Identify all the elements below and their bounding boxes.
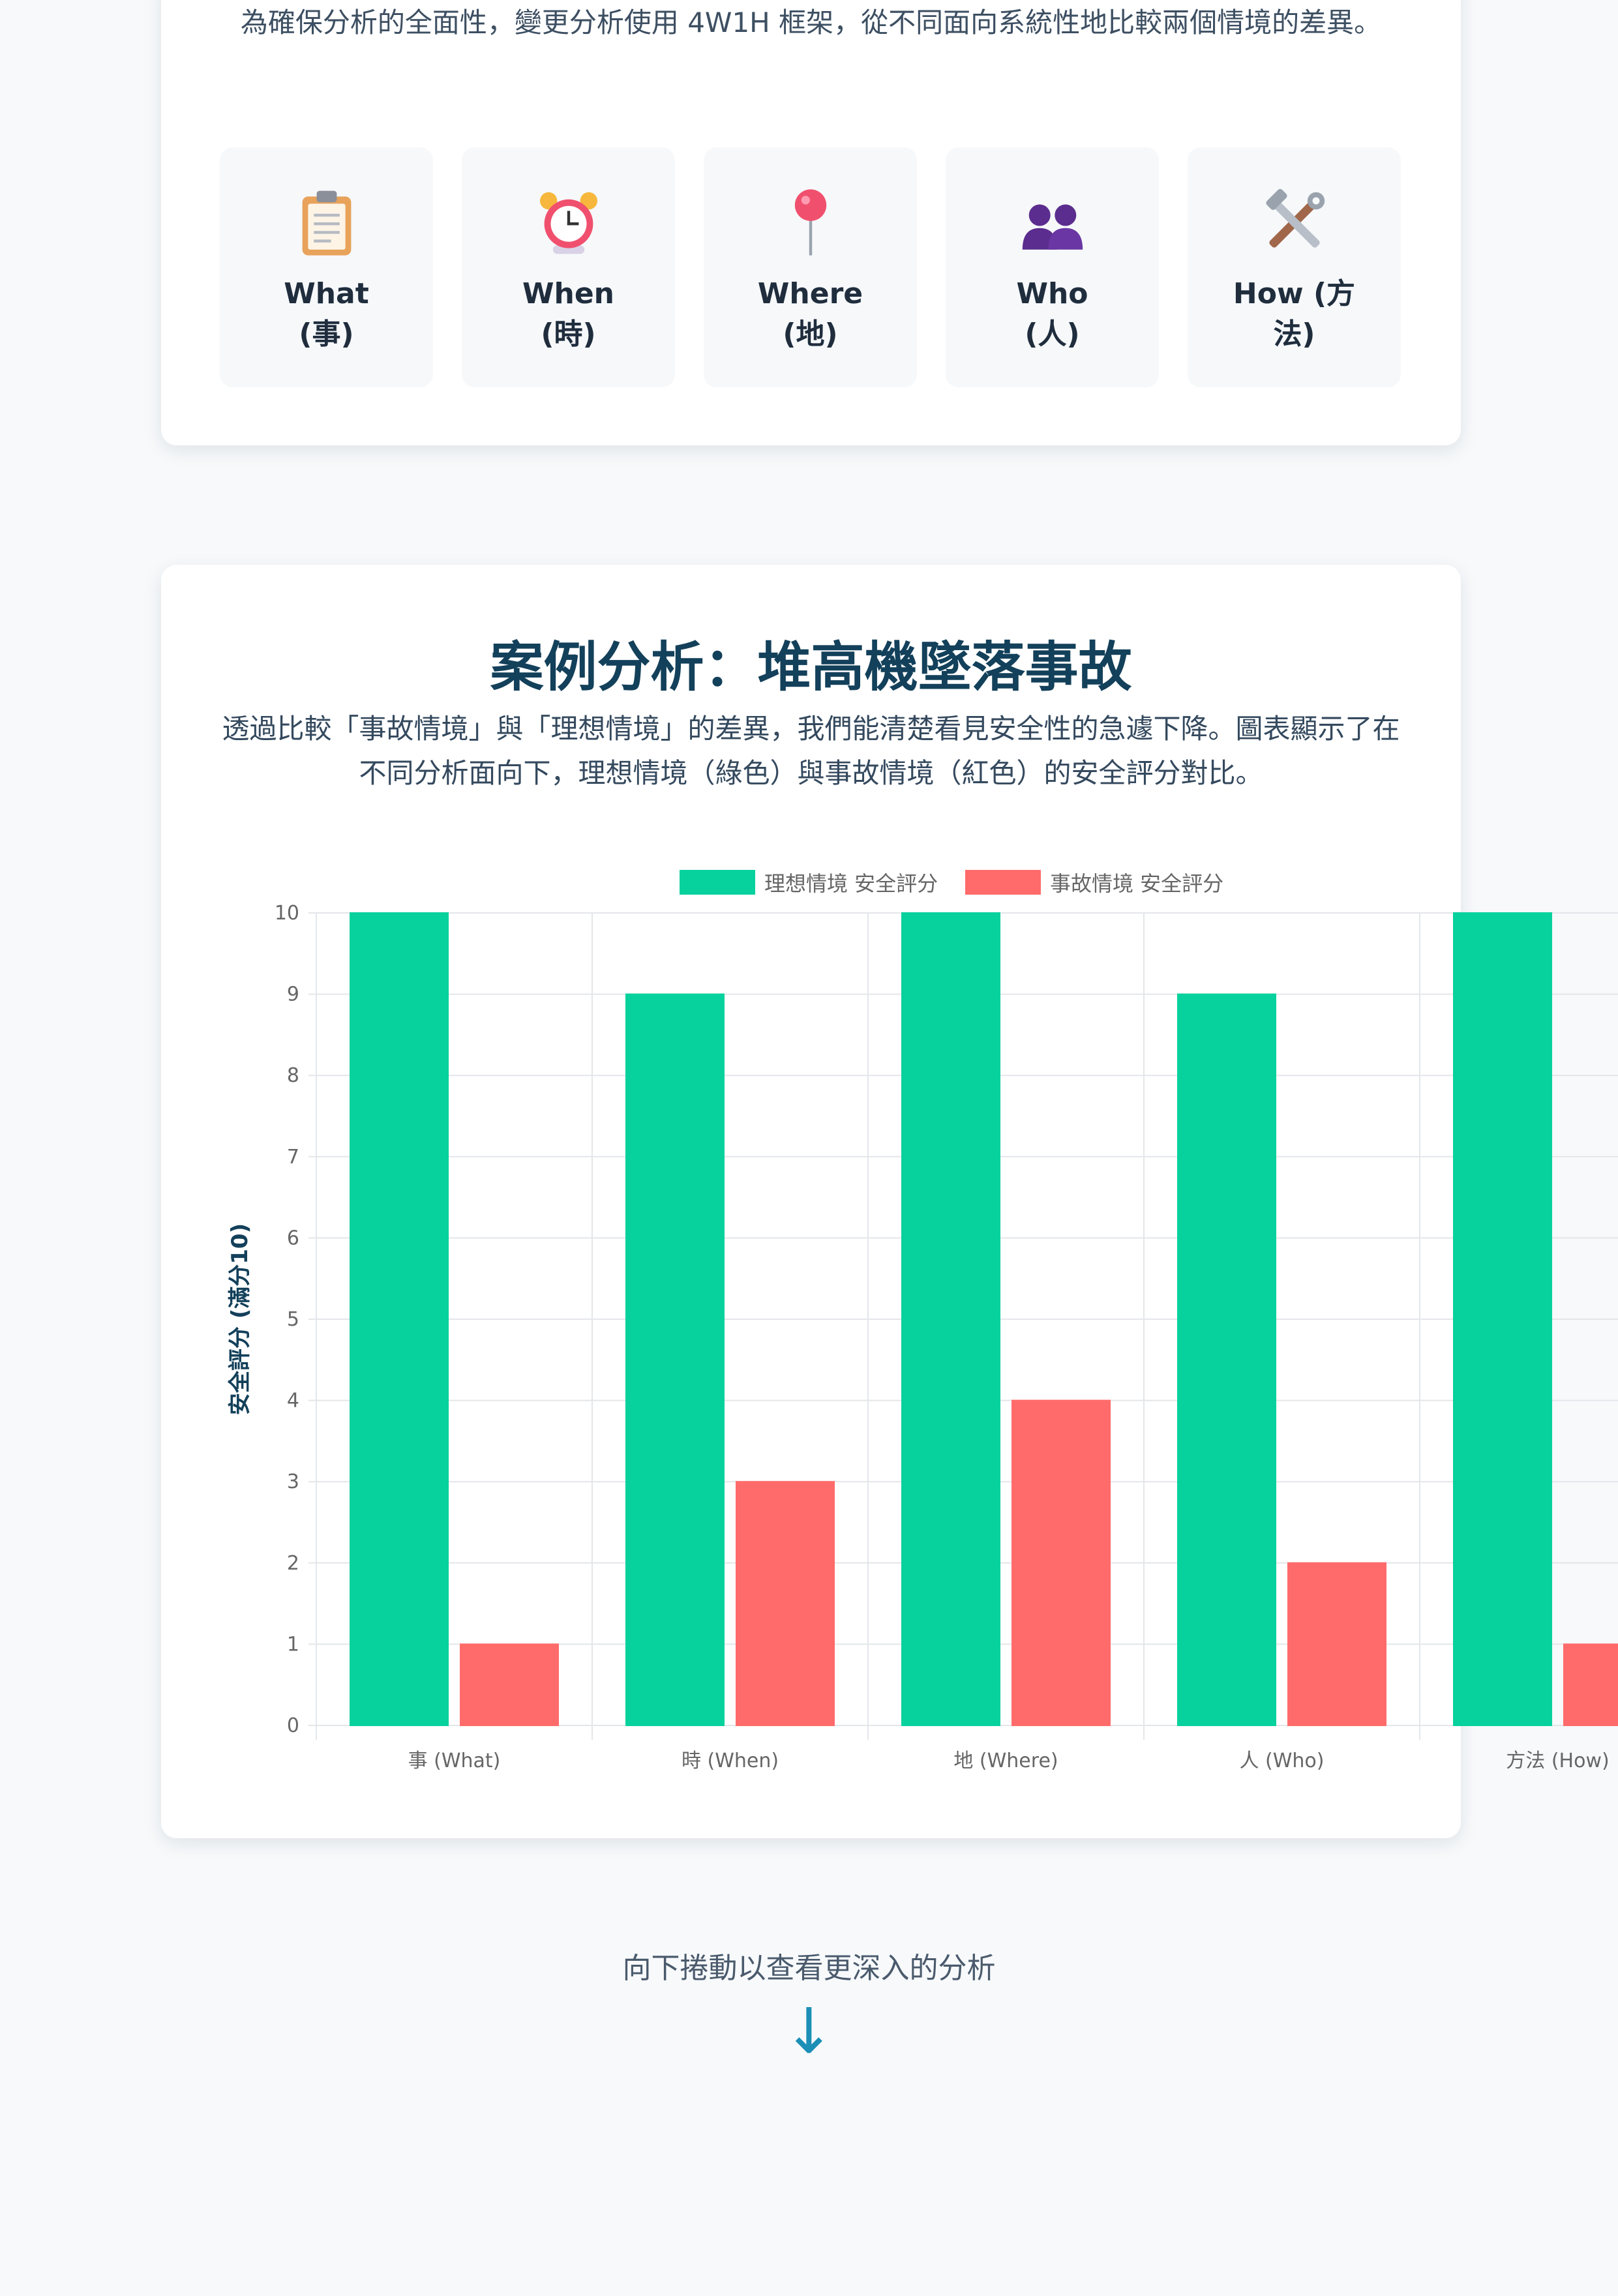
tools-icon <box>1265 188 1325 248</box>
y-tick-label: 3 <box>287 1470 299 1493</box>
y-tick-label: 2 <box>287 1552 299 1575</box>
y-tick-label: 4 <box>287 1390 299 1412</box>
bar-accident <box>1287 1562 1386 1727</box>
x-tick-label: 人 (Who) <box>1240 1750 1325 1772</box>
framework-label-what: What (事) <box>284 277 369 351</box>
safety-score-chart: 0 1 2 3 4 5 6 7 8 9 10 事 (What) 時 (When) 地 (Where) 人 (… <box>227 870 1618 1772</box>
people-icon <box>1022 204 1083 250</box>
framework-tile-who: Who (人) <box>946 147 1159 387</box>
framework-label-who: Who (人) <box>1016 277 1088 351</box>
y-tick-label: 9 <box>287 983 299 1006</box>
x-tick-label: 方法 (How) <box>1506 1750 1609 1772</box>
x-tick-label: 事 (What) <box>408 1750 501 1772</box>
y-tick-label: 1 <box>287 1633 299 1656</box>
intro-text: 為確保分析的全面性，變更分析使用 4W1H 框架，從不同面向系統性地比較兩個情境… <box>240 7 1382 38</box>
framework-tile-when: When (時) <box>462 147 675 387</box>
case-title: 案例分析：堆高機墜落事故 <box>490 636 1132 698</box>
bar-ideal <box>350 912 449 1726</box>
y-tick-label: 8 <box>287 1064 299 1087</box>
bar-accident <box>460 1643 559 1727</box>
framework-tile-how: How (方法) <box>1188 147 1401 387</box>
bar-accident <box>1011 1399 1111 1726</box>
framework-label-how: How (方法) <box>1233 277 1356 351</box>
x-tick-label: 地 (Where) <box>953 1750 1058 1772</box>
pushpin-icon <box>794 189 826 256</box>
y-tick-label: 5 <box>287 1308 299 1331</box>
bar-accident <box>736 1481 835 1726</box>
alarm-clock-icon <box>539 192 597 254</box>
framework-card: 為確保分析的全面性，變更分析使用 4W1H 框架，從不同面向系統性地比較兩個情境… <box>161 0 1461 445</box>
legend-swatch <box>680 870 755 895</box>
down-arrow-icon[interactable]: ↓ <box>783 1995 835 2068</box>
framework-tile-what: What (事) <box>220 147 433 387</box>
case-analysis-card: 案例分析：堆高機墜落事故 透過比較「事故情境」與「理想情境」的差異，我們能清楚看… <box>161 565 1618 1838</box>
legend-swatch <box>965 870 1041 895</box>
framework-tile-where: Where (地) <box>704 147 917 387</box>
bar-ideal <box>901 912 1000 1726</box>
framework-tiles: What (事) When (時) Where (地) <box>220 147 1401 387</box>
scroll-hint: 向下捲動以查看更深入的分析 <box>622 1952 996 1985</box>
y-axis-label: 安全評分 (滿分10) <box>227 1223 253 1415</box>
y-tick-label: 6 <box>287 1227 299 1249</box>
bar-ideal <box>1177 993 1276 1726</box>
legend-label: 事故情境 安全評分 <box>1050 871 1223 896</box>
framework-label-where: Where (地) <box>757 277 863 351</box>
legend-label: 理想情境 安全評分 <box>764 871 938 896</box>
bar-accident <box>1563 1643 1618 1727</box>
x-tick-label: 時 (When) <box>682 1750 779 1772</box>
framework-label-when: When (時) <box>522 277 615 351</box>
y-tick-label: 7 <box>287 1146 299 1169</box>
clipboard-icon <box>302 190 351 256</box>
case-description: 透過比較「事故情境」與「理想情境」的差異，我們能清楚看見安全性的急遽下降。圖表顯… <box>222 713 1400 789</box>
bar-ideal <box>1453 912 1552 1726</box>
y-tick-label: 0 <box>287 1714 299 1737</box>
bar-ideal <box>625 993 725 1726</box>
y-tick-label: 10 <box>275 902 299 925</box>
